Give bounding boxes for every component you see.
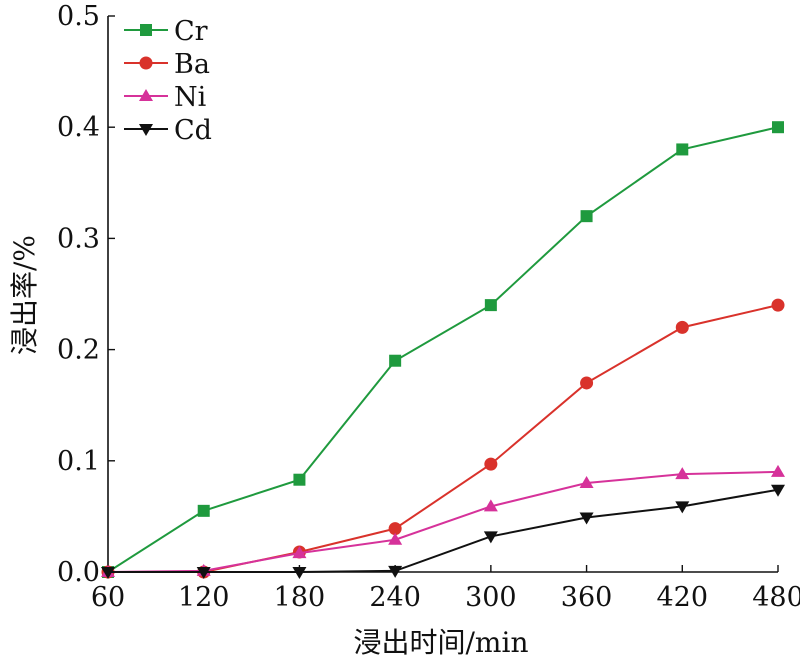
- data-point-cd: [675, 501, 690, 514]
- x-tick-label: 480: [752, 582, 800, 613]
- data-point-cd: [196, 567, 211, 579]
- y-tick-label: 0.0: [57, 557, 100, 588]
- series-cd: [101, 484, 785, 579]
- series-ba: [101, 298, 785, 579]
- data-point-ni: [675, 467, 690, 480]
- legend-marker-ba: [139, 56, 153, 70]
- x-tick-label: 60: [91, 582, 125, 613]
- legend-label-cd: Cd: [174, 115, 212, 146]
- legend-label-ba: Ba: [174, 49, 210, 80]
- legend-marker-cd: [139, 124, 153, 136]
- data-point-cd: [771, 484, 785, 497]
- series-cr: [102, 121, 784, 578]
- data-point-ni: [388, 532, 403, 545]
- data-point-ni: [292, 546, 307, 559]
- data-point-cd: [579, 512, 594, 525]
- series-line-ni: [107, 470, 779, 573]
- y-tick-label: 0.4: [57, 112, 100, 143]
- y-tick-label: 0.3: [57, 223, 100, 254]
- x-tick-label: 180: [274, 582, 326, 613]
- x-tick-label: 360: [561, 582, 613, 613]
- data-point-cr: [293, 473, 306, 486]
- x-tick-label: 120: [178, 582, 230, 613]
- data-point-ni: [579, 476, 594, 489]
- data-point-cd: [388, 565, 403, 578]
- legend-marker-ni: [139, 89, 153, 101]
- data-point-ni: [771, 464, 785, 477]
- data-point-ba: [388, 522, 402, 536]
- data-point-cd: [292, 567, 307, 579]
- x-tick-label: 300: [465, 582, 517, 613]
- series-layer: [101, 121, 785, 579]
- legend-label-cr: Cr: [174, 16, 208, 47]
- data-point-ba: [675, 320, 689, 334]
- y-tick-label: 0.1: [57, 446, 100, 477]
- data-point-cr: [772, 121, 784, 134]
- x-tick-label: 420: [657, 582, 709, 613]
- x-axis-label: 浸出时间/min: [354, 626, 529, 659]
- data-point-ni: [483, 499, 498, 512]
- data-point-cd: [483, 531, 498, 544]
- data-point-ba: [580, 376, 594, 390]
- series-line-ba: [108, 304, 779, 573]
- series-ni: [101, 464, 785, 577]
- legend-marker-cr: [140, 24, 152, 36]
- data-point-cr: [676, 143, 689, 156]
- data-point-cr: [484, 299, 497, 312]
- legend-label-ni: Ni: [174, 82, 207, 113]
- y-tick-label: 0.2: [57, 335, 100, 366]
- series-line-cr: [107, 126, 779, 573]
- y-axis-label: 浸出率/%: [8, 235, 41, 355]
- data-point-cr: [389, 354, 402, 367]
- data-point-cr: [197, 504, 210, 517]
- data-point-ba: [484, 457, 498, 471]
- y-tick-label: 0.5: [57, 1, 100, 32]
- plot-area: [107, 16, 778, 573]
- axes: 0.0 0.1 0.2 0.3 0.4 0.5 60 120 180 240 300 360 420 48…: [57, 1, 800, 613]
- x-tick-label: 240: [369, 582, 421, 613]
- data-point-cd: [101, 567, 115, 579]
- data-point-ba: [771, 298, 785, 312]
- series-line-cd: [108, 488, 779, 573]
- data-point-cr: [580, 210, 593, 223]
